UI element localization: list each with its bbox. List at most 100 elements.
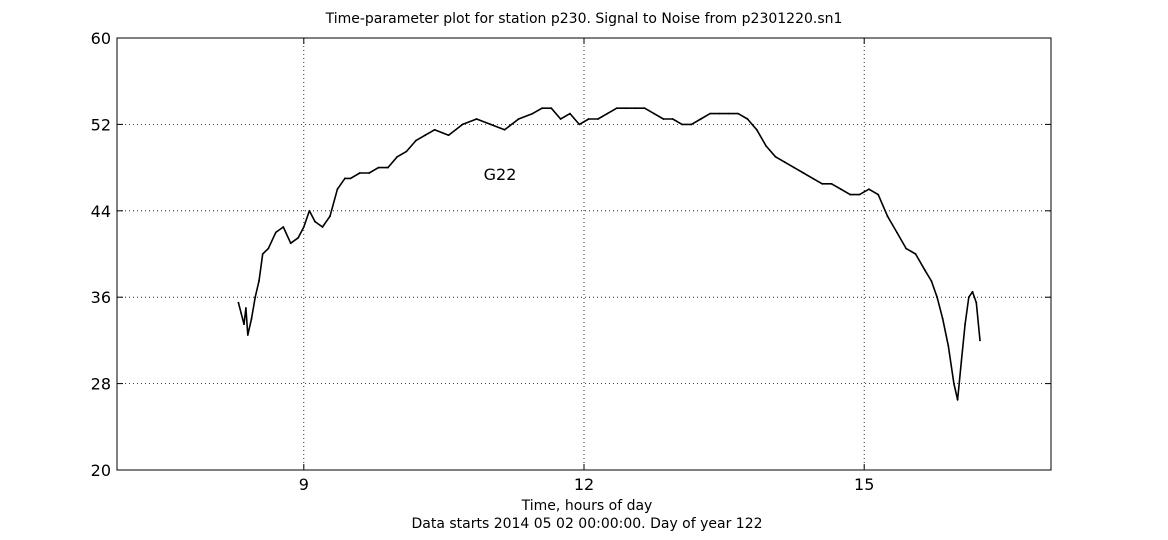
data-point — [979, 339, 981, 342]
data-point — [849, 193, 852, 196]
data-point — [840, 188, 842, 191]
data-point — [531, 112, 534, 115]
data-point — [634, 107, 637, 110]
data-point — [868, 188, 870, 191]
series-line — [237, 107, 981, 401]
data-point — [267, 247, 270, 250]
x-tick-label: 9 — [299, 475, 309, 494]
data-point — [737, 112, 739, 115]
data-point — [246, 334, 249, 336]
data-point — [924, 269, 926, 272]
data-point — [953, 382, 955, 385]
data-point — [967, 296, 970, 299]
data-point — [653, 112, 655, 115]
data-point — [377, 166, 380, 169]
data-point — [960, 361, 963, 363]
data-point — [274, 231, 277, 234]
data-point — [625, 107, 627, 110]
data-point — [671, 118, 674, 120]
data-point — [662, 118, 665, 120]
data-point — [475, 118, 478, 120]
data-point — [541, 107, 543, 110]
data-point — [297, 236, 300, 239]
data-point — [289, 242, 292, 245]
x-tick-label: 15 — [854, 475, 874, 494]
data-point — [765, 145, 767, 147]
data-point — [433, 128, 436, 131]
data-point — [746, 118, 749, 120]
data-point — [905, 247, 908, 250]
data-point — [503, 128, 506, 131]
data-point — [387, 166, 389, 169]
data-point — [690, 123, 693, 126]
grid-layer — [117, 38, 1051, 470]
x-axis-sublabel: Data starts 2014 05 02 00:00:00. Day of … — [411, 516, 762, 532]
data-point — [718, 112, 721, 115]
data-point — [727, 112, 730, 115]
data-point — [489, 123, 492, 126]
data-point — [699, 118, 702, 120]
data-point — [956, 398, 959, 401]
data-point — [886, 215, 889, 218]
data-point — [261, 253, 264, 255]
data-point — [258, 280, 260, 282]
y-tick-label: 36 — [91, 288, 111, 307]
data-point — [936, 296, 938, 299]
y-tick-label: 20 — [91, 461, 111, 480]
tick-layer: 9 12 15 20 28 36 44 52 60 — [91, 29, 1051, 494]
data-layer — [237, 107, 981, 401]
data-point — [793, 166, 795, 169]
y-tick-label: 52 — [91, 115, 111, 134]
data-point — [447, 134, 450, 137]
y-tick-label: 60 — [91, 29, 111, 48]
data-point — [302, 226, 305, 228]
data-point — [615, 107, 618, 110]
data-point — [811, 177, 814, 180]
data-point — [405, 150, 408, 153]
data-point — [245, 307, 247, 309]
x-axis-label: Time, hours of day — [521, 498, 653, 514]
data-point — [964, 323, 966, 326]
data-point — [681, 123, 683, 126]
data-point — [336, 188, 339, 191]
data-point — [461, 123, 464, 126]
data-point — [941, 317, 944, 320]
data-point — [254, 296, 257, 299]
series-annotation: G22 — [484, 165, 517, 184]
data-point — [858, 193, 861, 196]
data-point — [877, 193, 880, 196]
data-point — [314, 220, 316, 223]
data-point — [975, 301, 978, 304]
data-point — [774, 155, 777, 158]
data-point — [755, 128, 758, 131]
data-point — [321, 226, 324, 228]
data-point — [930, 280, 933, 282]
data-point — [424, 134, 427, 137]
data-point — [415, 139, 417, 142]
data-point — [250, 317, 253, 320]
data-point — [643, 107, 646, 110]
y-tick-label: 44 — [91, 202, 111, 221]
data-point — [344, 177, 346, 180]
y-tick-label: 28 — [91, 375, 111, 394]
data-point — [308, 209, 311, 212]
data-point — [896, 231, 898, 234]
data-point — [396, 155, 399, 158]
data-point — [802, 172, 805, 174]
data-point — [329, 215, 331, 218]
data-point — [830, 182, 833, 185]
data-point — [569, 112, 571, 115]
data-point — [517, 118, 520, 120]
chart-title: Time-parameter plot for station p230. Si… — [325, 11, 843, 27]
data-point — [783, 161, 786, 164]
data-point — [559, 118, 562, 120]
data-point — [606, 112, 609, 115]
data-point — [578, 123, 581, 126]
data-point — [349, 177, 352, 180]
data-point — [550, 107, 553, 110]
data-point — [240, 312, 243, 315]
x-tick-label: 12 — [574, 475, 594, 494]
data-point — [821, 182, 824, 185]
data-point — [947, 344, 950, 347]
